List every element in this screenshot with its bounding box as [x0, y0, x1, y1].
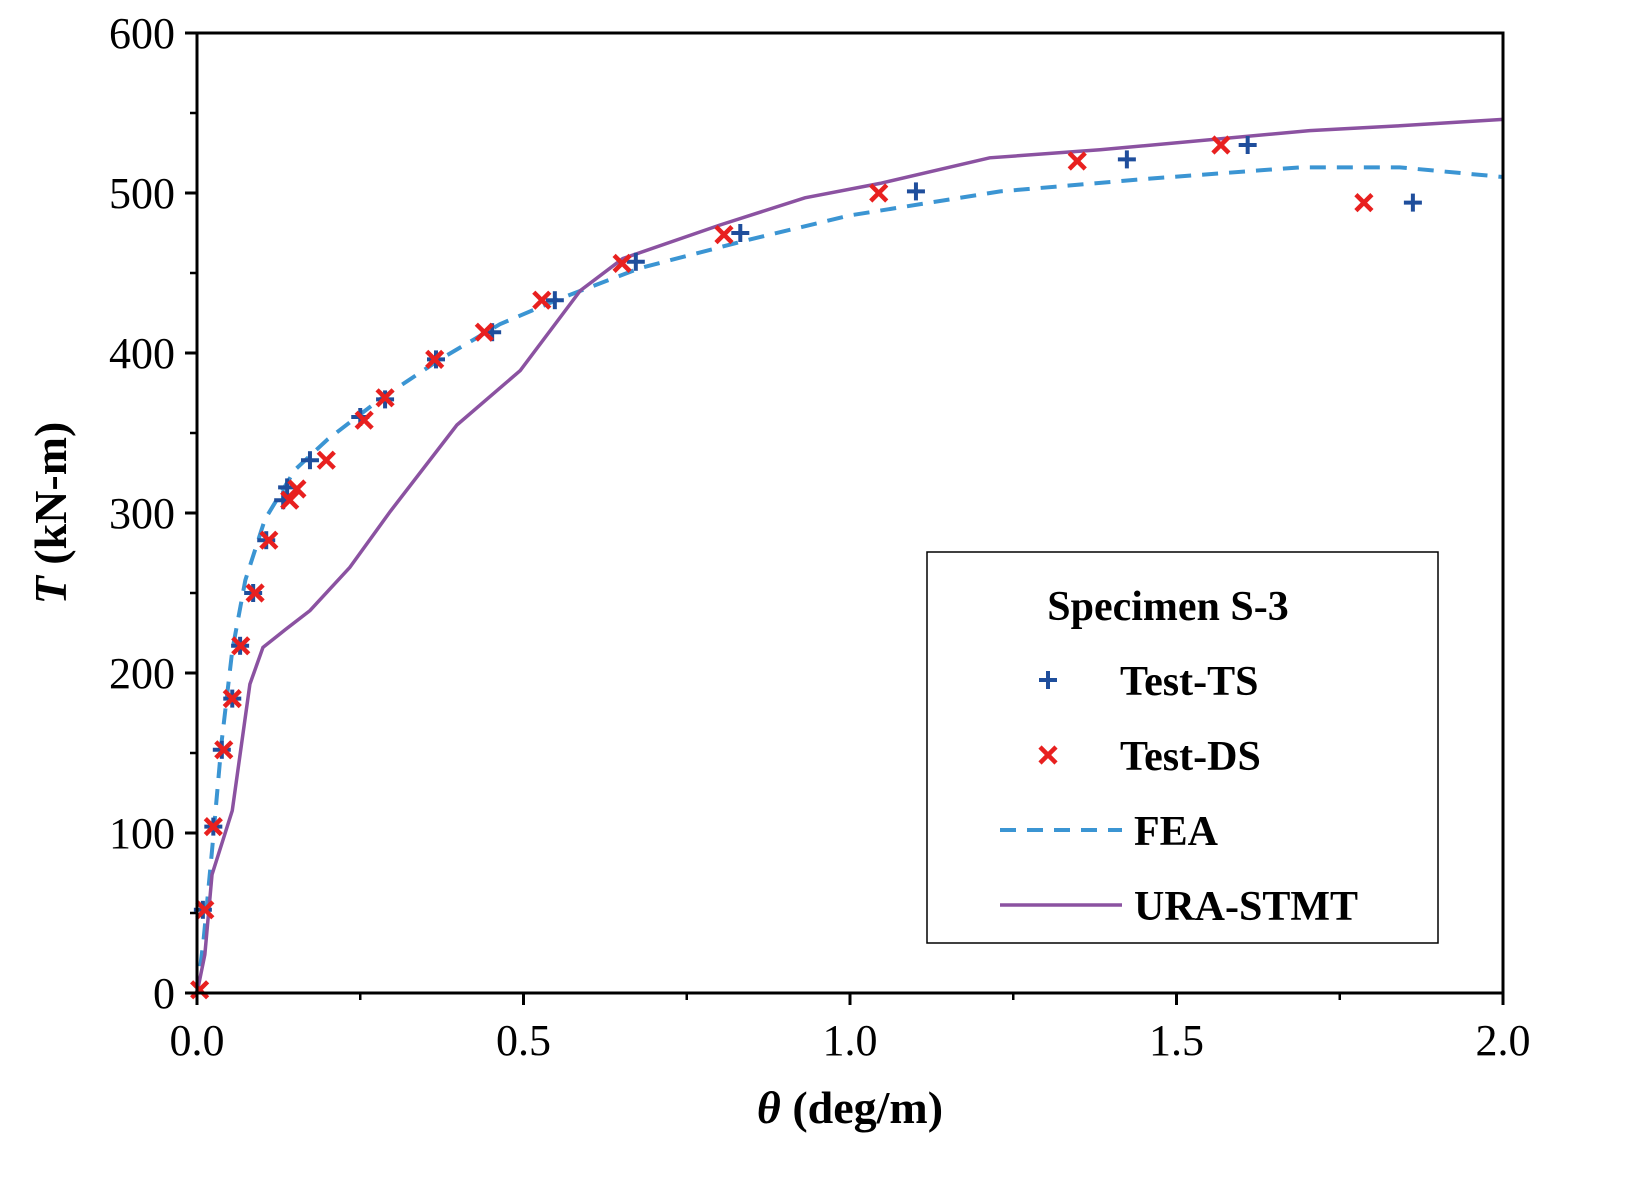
cross-b: [1211, 135, 1231, 155]
point-test-ts: [1117, 150, 1136, 169]
y-tick-label: 400: [109, 329, 175, 378]
point-test-ds: [190, 980, 210, 1000]
point-test-ds: [354, 410, 374, 430]
cross-b: [1038, 745, 1058, 765]
plot-markers: [190, 135, 1422, 1000]
x-tick-label: 0.0: [170, 1016, 225, 1065]
point-test-ds: [259, 530, 279, 550]
point-test-ds: [1067, 151, 1087, 171]
cross-b: [190, 980, 210, 1000]
point-test-ts: [300, 451, 319, 470]
cross-b: [203, 817, 223, 837]
cross-b: [316, 450, 336, 470]
point-test-ds: [612, 253, 632, 273]
point-test-ts: [1238, 136, 1257, 154]
point-test-ts: [1403, 193, 1422, 212]
point-test-ds: [532, 290, 552, 310]
point-test-ts: [906, 182, 925, 201]
point-test-ds: [203, 817, 223, 837]
point-test-ds: [245, 583, 265, 603]
point-test-ds: [222, 689, 242, 709]
point-test-ts: [731, 224, 750, 242]
cross-b: [222, 689, 242, 709]
point-test-ds: [195, 900, 215, 920]
point-test-ds: [316, 450, 336, 470]
y-tick-label: 300: [109, 489, 175, 538]
cross-b: [195, 900, 215, 920]
x-tick-label: 2.0: [1476, 1016, 1531, 1065]
x-tick-label: 0.5: [496, 1016, 551, 1065]
legend-title: Specimen S-3: [1047, 584, 1289, 630]
point-test-ds: [425, 349, 445, 369]
legend-box: [926, 551, 1439, 944]
y-tick-label: 600: [109, 9, 175, 58]
cross-b: [214, 740, 234, 760]
cross-b: [474, 322, 494, 342]
cross-b: [1067, 151, 1087, 171]
y-tick-label: 0: [153, 969, 175, 1018]
y-tick-label: 100: [109, 809, 175, 858]
cross-b: [280, 490, 300, 510]
point-test-ds: [214, 740, 234, 760]
series-ura-stmt-line: [195, 117, 1504, 994]
x-tick-label: 1.0: [823, 1016, 878, 1065]
legend-label-fea: FEA: [1134, 809, 1219, 855]
series-fea-line: [195, 165, 1504, 994]
point-test-ds: [869, 183, 889, 203]
cross-b: [869, 183, 889, 203]
cross-b: [231, 636, 251, 656]
cross-b: [375, 388, 395, 408]
legend-marker-test-ds: [1038, 745, 1058, 765]
x-axis-label: θ (deg/m): [757, 1082, 943, 1133]
cross-b: [287, 479, 307, 499]
plot-lines: [195, 117, 1504, 994]
cross-b: [354, 410, 374, 430]
point-test-ds: [375, 388, 395, 408]
point-test-ds: [287, 479, 307, 499]
y-tick-label: 500: [109, 169, 175, 218]
point-test-ds: [714, 225, 734, 245]
point-test-ds: [474, 322, 494, 342]
cross-b: [612, 253, 632, 273]
legend: Specimen S-3 Test-TS Test-DS FEA URA-STMT: [926, 551, 1439, 944]
legend-label-test-ts: Test-TS: [1120, 659, 1259, 705]
legend-label-ura-stmt: URA-STMT: [1134, 884, 1358, 930]
cross-b: [1354, 193, 1374, 213]
cross-b: [714, 225, 734, 245]
point-test-ts: [626, 252, 645, 271]
y-axis-label: T (kN-m): [25, 422, 76, 605]
cross-b: [259, 530, 279, 550]
point-test-ds: [1211, 135, 1231, 155]
legend-marker-test-ts: [1039, 671, 1057, 689]
cross-b: [532, 290, 552, 310]
axis-ticks: 0.0 0.5 1.0 1.5 2.0 0 100 200 300 400 500 600: [109, 9, 1531, 1065]
cross-b: [425, 349, 445, 369]
point-test-ts: [545, 291, 564, 310]
legend-label-test-ds: Test-DS: [1120, 734, 1261, 780]
cross-b: [245, 583, 265, 603]
y-tick-label: 200: [109, 649, 175, 698]
point-test-ds: [280, 490, 300, 510]
x-tick-label: 1.5: [1149, 1016, 1204, 1065]
point-test-ds: [1354, 193, 1374, 213]
point-test-ds: [231, 636, 251, 656]
